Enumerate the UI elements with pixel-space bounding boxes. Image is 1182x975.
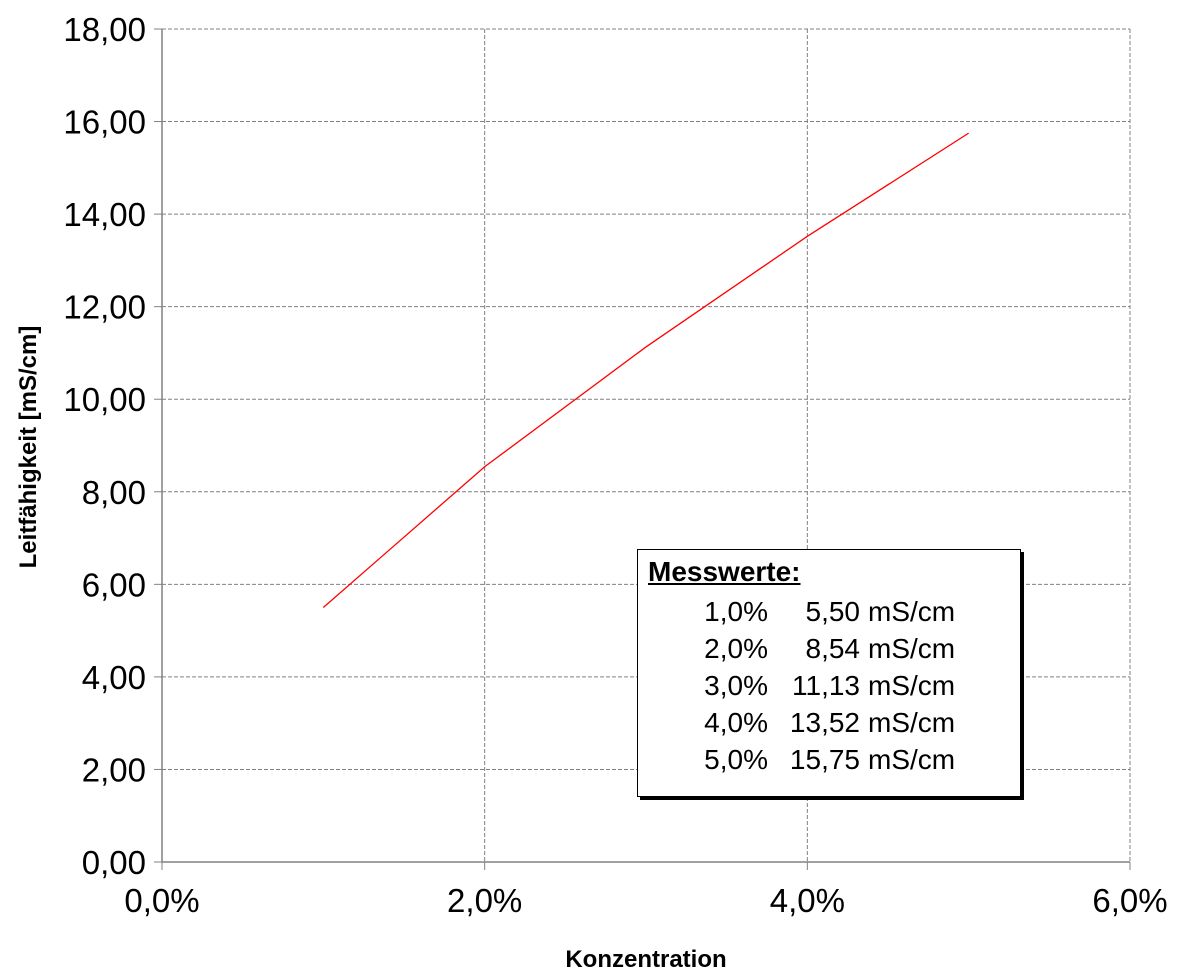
y-tick-label: 8,00: [82, 474, 146, 511]
row-unit: mS/cm: [868, 744, 956, 775]
series-line: [322, 132, 970, 608]
x-tick-label: 4,0%: [770, 882, 845, 919]
measurement-table-title: Messwerte:: [648, 556, 801, 587]
x-tick-label: 2,0%: [447, 882, 522, 919]
x-axis-title: Konzentration: [565, 946, 726, 973]
y-tick-label: 10,00: [63, 381, 146, 418]
measurement-row: 4,0% 13,52 mS/cm: [638, 707, 988, 739]
row-unit: mS/cm: [868, 633, 956, 664]
y-axis-title: Leitfähigkeit [mS/cm]: [15, 326, 42, 569]
y-tick-label: 18,00: [63, 11, 146, 48]
y-tick-label: 14,00: [63, 196, 146, 233]
x-tick-labels: 0,0% 2,0% 4,0% 6,0%: [124, 882, 1167, 919]
row-concentration: 1,0%: [704, 596, 768, 627]
row-value: 8,54: [805, 633, 861, 664]
row-value: 11,13: [792, 670, 860, 701]
y-tick-label: 2,00: [82, 751, 146, 788]
row-value: 13,52: [789, 707, 860, 738]
y-tick-label: 0,00: [82, 844, 146, 881]
y-tick-label: 6,00: [82, 566, 146, 603]
axes: [154, 28, 1131, 870]
measurement-row: 3,0% 11,13 mS/cm: [638, 670, 988, 702]
row-concentration: 3,0%: [704, 670, 768, 701]
row-value: 5,50: [805, 596, 861, 627]
measurement-table: Messwerte: 1,0% 5,50 mS/cm 2,0% 8,54 mS/…: [637, 549, 1021, 797]
x-tick-label: 0,0%: [124, 882, 199, 919]
row-concentration: 4,0%: [704, 707, 768, 738]
row-concentration: 5,0%: [704, 744, 768, 775]
y-tick-label: 4,00: [82, 659, 146, 696]
row-unit: mS/cm: [868, 670, 956, 701]
series-layer: [322, 132, 970, 608]
y-tick-label: 12,00: [63, 289, 146, 326]
measurement-row: 2,0% 8,54 mS/cm: [638, 633, 988, 665]
x-tick-label: 6,0%: [1092, 882, 1167, 919]
row-concentration: 2,0%: [704, 633, 768, 664]
row-value: 15,75: [789, 744, 860, 775]
row-unit: mS/cm: [868, 707, 956, 738]
y-tick-label: 16,00: [63, 104, 146, 141]
measurement-row: 5,0% 15,75 mS/cm: [638, 744, 988, 776]
y-tick-labels: 0,00 2,00 4,00 6,00 8,00 10,00 12,00 14,00 16,00…: [63, 11, 146, 881]
measurement-row: 1,0% 5,50 mS/cm: [638, 596, 988, 628]
row-unit: mS/cm: [868, 596, 956, 627]
